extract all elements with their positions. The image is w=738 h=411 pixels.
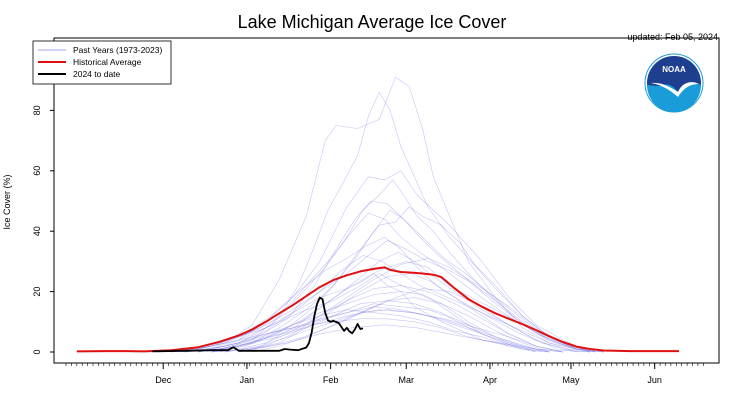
legend: Past Years (1973-2023) Historical Averag… — [32, 40, 172, 85]
year-2024-line — [152, 296, 364, 353]
x-axis: Dec Jan Feb Mar Apr May Jun — [65, 362, 706, 385]
y-tick-label: 80 — [32, 105, 42, 115]
past-year-line — [219, 209, 590, 353]
y-tick-label: 20 — [32, 287, 42, 297]
legend-label-past-years: Past Years (1973-2023) — [73, 45, 162, 55]
x-tick-label: Jan — [240, 375, 255, 385]
chart-title: Lake Michigan Average Ice Cover — [238, 12, 507, 32]
x-tick-label: Feb — [323, 375, 339, 385]
noaa-logo: NOAA — [644, 53, 704, 113]
x-tick-label: Apr — [483, 375, 497, 385]
past-year-line — [238, 288, 580, 353]
y-tick-label: 0 — [32, 349, 42, 354]
past-year-line — [206, 252, 585, 353]
y-axis: 020406080100 — [32, 42, 55, 355]
past-year-line — [225, 261, 604, 353]
past-year-line — [130, 273, 590, 353]
past-year-line — [184, 76, 577, 353]
past-year-line — [225, 285, 563, 353]
past-year-line — [179, 309, 563, 353]
past-year-line — [211, 206, 604, 353]
past-year-line — [171, 236, 590, 353]
y-tick-label: 40 — [32, 226, 42, 236]
x-tick-label: Dec — [155, 375, 172, 385]
y-tick-label: 60 — [32, 166, 42, 176]
past-year-line — [171, 306, 563, 353]
logo-gull-icon — [651, 82, 699, 97]
past-year-line — [211, 309, 550, 353]
x-tick-label: May — [562, 375, 580, 385]
past-year-line — [211, 92, 604, 353]
x-tick-label: Jun — [647, 375, 662, 385]
past-year-line — [211, 324, 542, 353]
year-2024-series — [152, 296, 364, 353]
past-year-line — [198, 255, 596, 353]
past-years-series — [130, 76, 604, 353]
logo-wave — [647, 83, 701, 112]
past-year-line — [157, 240, 604, 353]
past-year-line — [184, 300, 550, 353]
past-year-line — [198, 291, 563, 353]
updated-date: updated: Feb 05, 2024 — [627, 32, 718, 42]
legend-label-historical-average: Historical Average — [73, 57, 142, 67]
past-year-line — [198, 170, 591, 353]
past-year-line — [225, 258, 590, 353]
past-year-line — [184, 309, 536, 353]
legend-label-2024: 2024 to date — [73, 69, 121, 79]
past-year-line — [252, 297, 550, 353]
historical-average-series — [76, 266, 679, 353]
past-year-line — [157, 318, 550, 353]
past-year-line — [198, 179, 596, 353]
past-year-line — [198, 303, 536, 353]
past-year-line — [184, 273, 550, 353]
past-year-line — [211, 200, 596, 353]
historical-average-line — [76, 266, 679, 353]
logo-wordmark: NOAA — [662, 65, 686, 74]
x-tick-label: Mar — [399, 375, 415, 385]
plot-area — [53, 37, 720, 364]
y-axis-label: Ice Cover (%) — [2, 174, 12, 229]
